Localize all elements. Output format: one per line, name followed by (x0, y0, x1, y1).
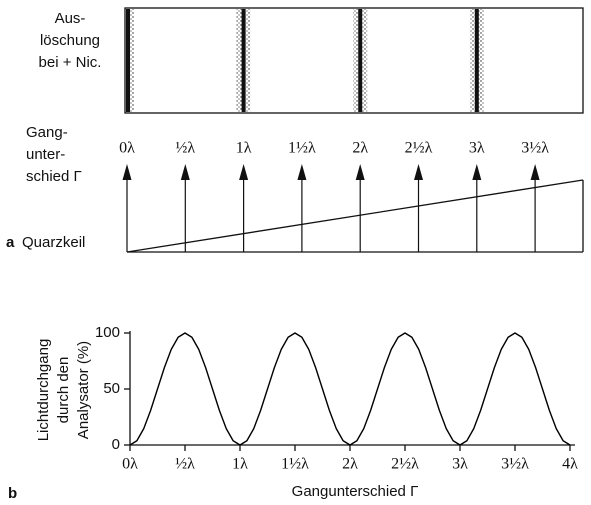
arrow-head (355, 164, 365, 180)
retardation-label: 1½λ (288, 140, 316, 157)
x-tick-label: 2½λ (391, 456, 419, 473)
arrow-head (472, 164, 482, 180)
path-label: unter- (26, 146, 65, 163)
path-label: Gang- (26, 124, 68, 141)
retardation-label: 2λ (352, 140, 368, 157)
retardation-label: 1λ (236, 140, 252, 157)
arrow-head (122, 164, 132, 180)
y-tick-label: 0 (112, 436, 120, 453)
wedge-top (126, 179, 584, 253)
extinction-core (474, 9, 479, 112)
extinction-label: löschung (40, 32, 100, 49)
extinction-strip (124, 7, 584, 114)
arrow-head (239, 164, 249, 180)
y-axis-label: durch den (55, 357, 72, 424)
path-label: schied Γ (26, 168, 82, 185)
panel-a: 0λ ½λ 1λ 1½λ 2λ 2½λ 3λ 3½λ (119, 9, 549, 252)
y-axis-label: Lichtdurchgang (35, 339, 52, 442)
retardation-label: 2½λ (405, 140, 433, 157)
x-tick-label: 3λ (452, 456, 468, 473)
x-tick-label: ½λ (175, 456, 195, 473)
extinction-core (126, 9, 130, 112)
retardation-label: ½λ (175, 140, 195, 157)
wedge-label: Quarzkeil (22, 234, 85, 251)
panel-b: 0 50 100 0λ ½λ 1λ 1½λ 2λ 2½λ 3λ 3½λ 4λ Lichtdurchgan… (8, 324, 578, 502)
arrow-head (530, 164, 540, 180)
panel-letter: b (8, 485, 17, 502)
x-tick-label: 3½λ (501, 456, 529, 473)
x-axis-label: Gangunterschied Γ (292, 483, 419, 500)
retardation-label: 3λ (469, 140, 485, 157)
y-tick-label: 50 (103, 380, 120, 397)
y-axis-label: Analysator (%) (75, 341, 92, 439)
x-tick-label: 0λ (122, 456, 138, 473)
arrow-head (297, 164, 307, 180)
x-tick-label: 4λ (562, 456, 578, 473)
arrow-head (180, 164, 190, 180)
arrow-head (414, 164, 423, 180)
y-tick-label: 100 (95, 324, 120, 341)
extinction-label: bei + Nic. (39, 54, 102, 71)
panel-letter: a (6, 234, 15, 251)
extinction-core (358, 9, 363, 112)
x-tick-label: 1λ (232, 456, 248, 473)
transmission-curve (129, 332, 571, 446)
retardation-label: 3½λ (521, 140, 549, 157)
x-tick-label: 1½λ (281, 456, 309, 473)
extinction-label: Aus- (55, 10, 86, 27)
x-tick-label: 2λ (342, 456, 358, 473)
extinction-core (241, 9, 246, 112)
retardation-label: 0λ (119, 140, 135, 157)
